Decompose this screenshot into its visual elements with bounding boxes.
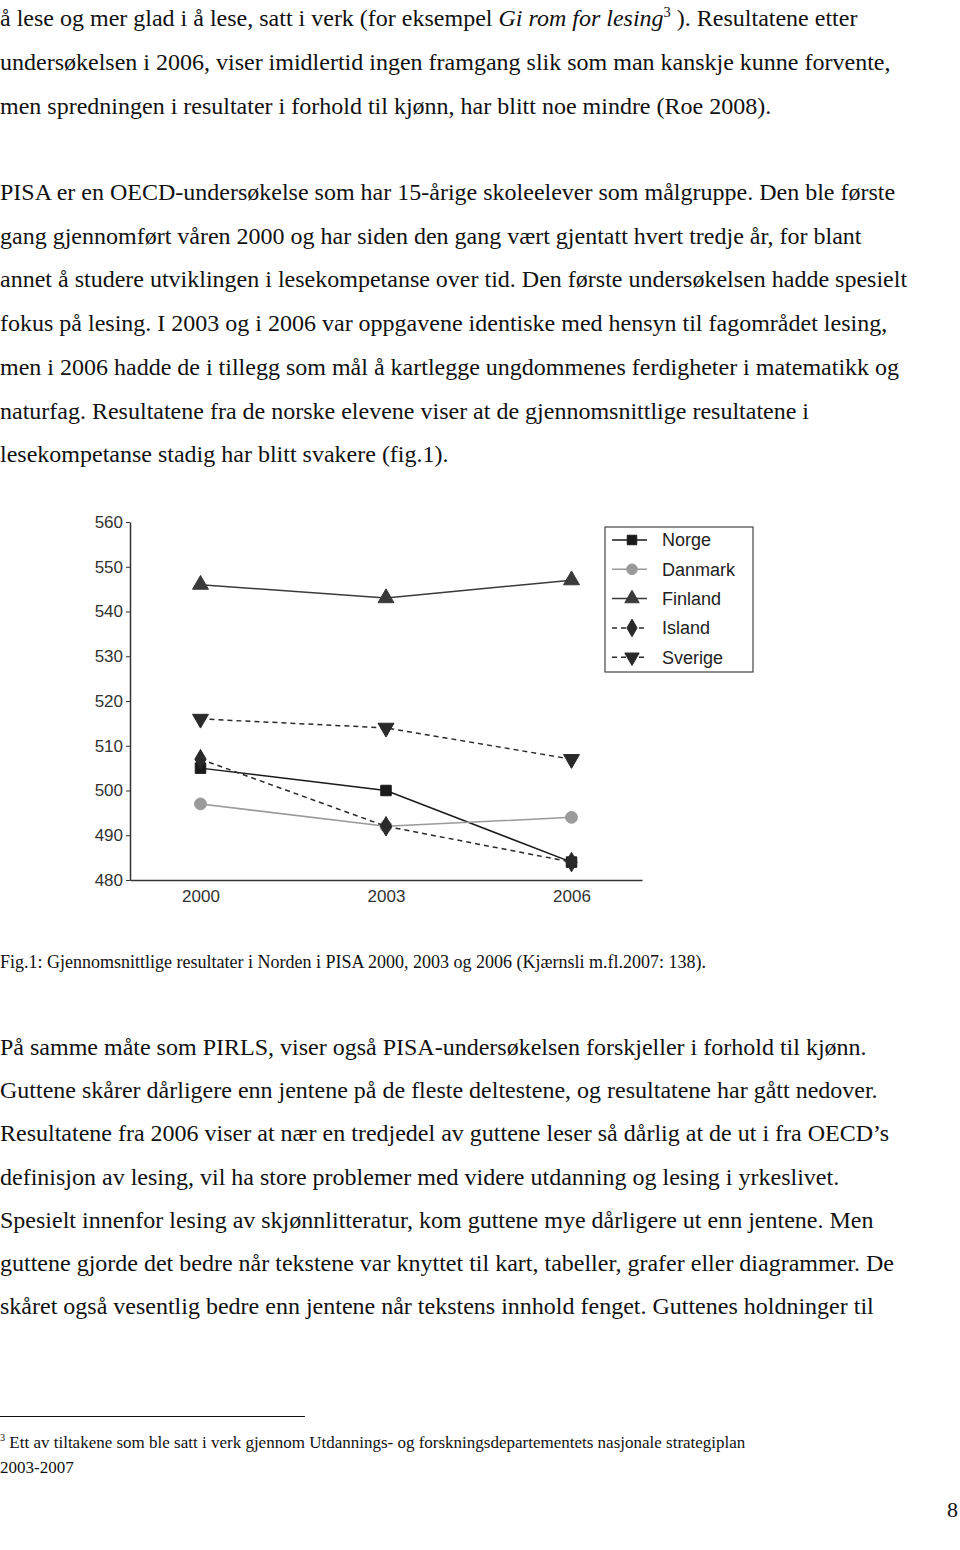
text-line: guttene gjorde det bedre når tekstene va… [0,1249,894,1277]
x-tick: 2003 [368,887,406,906]
legend-label: Danmark [662,560,736,580]
legend-label: Island [662,618,710,638]
text-line: undersøkelsen i 2006, viser imidlertid i… [0,48,890,76]
x-tick-label: 2006 [553,887,591,906]
text-line: På samme måte som PIRLS, viser også PISA… [0,1033,867,1061]
y-tick: 530 [95,647,130,666]
legend-label: Norge [662,530,711,550]
y-tick: 560 [95,513,130,532]
legend-marker [627,535,636,544]
legend-entry: Finland [612,589,721,609]
footnote-line: 2003-2007 [0,1454,74,1482]
text-line: Spesielt innenfor lesing av skjønnlitter… [0,1206,873,1234]
legend-label: Sverige [662,648,723,668]
y-tick-label: 560 [95,513,123,532]
text-line: å lese og mer glad i å lese, satt i verk… [0,4,857,32]
text-line: men spredningen i resultater i forhold t… [0,92,771,120]
legend-marker [627,564,638,575]
series-line [200,768,571,862]
y-tick-label: 540 [95,602,123,621]
text-line: Resultatene fra 2006 viser at nær en tre… [0,1119,889,1147]
figure-caption: Fig.1: Gjennomsnittlige resultater i Nor… [0,948,706,976]
legend-box [605,527,753,672]
series-marker [378,589,394,603]
y-tick-mark [126,612,130,613]
italic-text: Gi rom for lesing [498,5,663,31]
text-line: fokus på lesing. I 2003 og i 2006 var op… [0,309,887,337]
text-line: lesekompetanse stadig har blitt svakere … [0,440,449,468]
legend-marker [627,619,637,637]
y-tick: 490 [95,826,130,845]
x-tick-label: 2003 [368,887,406,906]
y-tick-label: 500 [95,781,123,800]
series-marker [564,571,580,585]
series-marker [381,785,391,795]
y-tick: 510 [95,737,130,756]
x-axis: 2000 2003 2006 [131,881,643,906]
page-number: 8 [947,1496,958,1524]
x-tick: 2006 [553,887,591,906]
series-marker [195,749,206,769]
y-tick-label: 480 [95,871,123,890]
series-marker [195,798,207,810]
series-marker [193,575,209,589]
text-line: skåret også vesentlig bedre enn jentene … [0,1292,874,1320]
legend-entry: Sverige [612,648,723,668]
series-line [200,759,571,862]
footnote-rule [0,1416,305,1417]
legend-label: Finland [662,589,721,609]
x-tick-label: 2000 [182,887,220,906]
page: å lese og mer glad i å lese, satt i verk… [0,0,960,1550]
legend-entry: Norge [612,530,711,550]
series-marker [564,755,580,769]
text-line: PISA er en OECD-undersøkelse som har 15-… [0,178,895,206]
chart: 480 490 500 510 520 530 540 550 560 2000 2003 2006 N… [0,500,960,930]
legend: Norge Danmark Finland Island Sverige [605,527,753,672]
y-tick: 480 [95,871,130,890]
y-tick-label: 530 [95,647,123,666]
y-tick-mark [126,701,130,702]
text-line: Guttene skårer dårligere enn jentene på … [0,1076,878,1104]
text-run: Ett av tiltakene som ble satt i verk gje… [5,1433,745,1452]
y-tick-mark [126,522,130,523]
y-tick-mark [126,835,130,836]
text-line: men i 2006 hadde de i tillegg som mål å … [0,353,899,381]
y-tick: 540 [95,602,130,621]
text-line: gang gjennomført våren 2000 og har siden… [0,222,861,250]
y-tick-mark [126,746,130,747]
series-marker [378,723,394,737]
series-marker [193,714,209,728]
y-tick: 520 [95,692,130,711]
x-tick: 2000 [182,887,220,906]
plot-area [193,571,580,872]
y-tick-mark [126,567,130,568]
text-line: definisjon av lesing, vil ha store probl… [0,1163,839,1191]
text-line: naturfag. Resultatene fra de norske elev… [0,397,809,425]
y-axis: 480 490 500 510 520 530 540 550 560 [95,513,131,890]
series-marker [566,852,577,872]
text-line: annet å studere utviklingen i lesekompet… [0,265,907,293]
text-run: å lese og mer glad i å lese, satt i verk… [0,5,498,31]
y-tick-mark [126,880,130,881]
y-tick: 550 [95,558,130,577]
legend-entry: Danmark [612,560,736,580]
legend-marker [625,653,639,665]
legend-marker [625,590,639,602]
legend-entry: Island [612,618,710,638]
y-tick-label: 490 [95,826,123,845]
y-tick-mark [126,656,130,657]
series-line [200,719,571,759]
x-axis-line [131,880,643,882]
series-marker [566,811,578,823]
footnote-line: 3 Ett av tiltakene som ble satt i verk g… [0,1429,745,1457]
y-tick: 500 [95,781,130,800]
superscript: 3 [664,4,671,20]
y-tick-label: 550 [95,558,123,577]
superscript: 3 [0,1432,5,1443]
text-run: ). Resultatene etter [671,5,858,31]
y-tick-label: 510 [95,737,123,756]
y-tick-mark [126,791,130,792]
y-tick-label: 520 [95,692,123,711]
series-marker [380,817,391,837]
